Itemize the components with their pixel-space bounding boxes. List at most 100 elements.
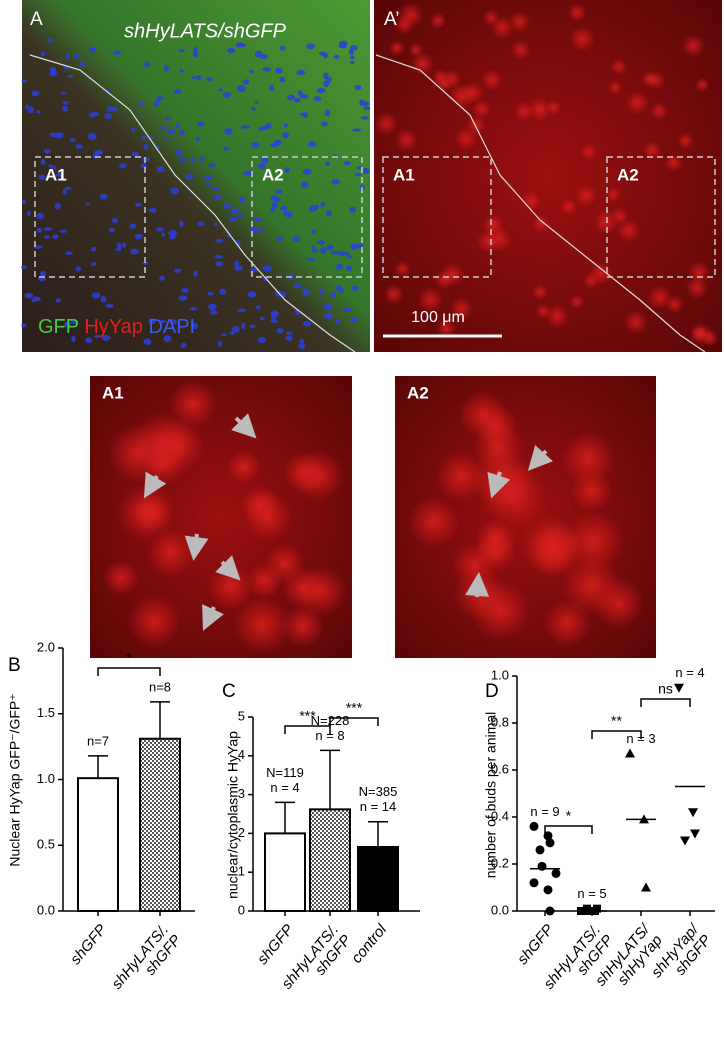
nucleus: [137, 102, 145, 106]
point: [529, 878, 539, 888]
nucleus: [344, 252, 350, 257]
y-tick-label: 0.2: [491, 855, 509, 870]
cell: [480, 69, 503, 91]
nucleus: [214, 254, 223, 259]
cells: [103, 2, 719, 654]
inset-box: [606, 156, 716, 278]
nucleus: [285, 335, 293, 341]
nucleus: [254, 50, 263, 58]
nucleus: [21, 323, 27, 328]
cell: [685, 276, 709, 300]
point: [529, 821, 539, 831]
nucleus: [36, 110, 42, 114]
nucleus: [320, 121, 329, 127]
nucleus: [311, 229, 317, 235]
nucleus: [359, 99, 365, 106]
nucleus: [32, 296, 41, 302]
nucleus: [217, 340, 223, 347]
nucleus: [275, 67, 283, 74]
nucleus: [52, 234, 59, 240]
cell: [243, 491, 293, 541]
nucleus: [94, 149, 103, 156]
nucleus: [155, 227, 164, 232]
nucleus: [259, 316, 265, 321]
cell: [442, 69, 462, 89]
nucleus: [302, 168, 312, 175]
nucleus: [236, 85, 246, 93]
nucleus: [265, 122, 272, 130]
nucleus: [302, 288, 310, 296]
nucleus: [299, 112, 308, 116]
nucleus: [174, 268, 182, 273]
nucleus: [64, 321, 72, 328]
nucleus: [338, 44, 347, 49]
nucleus: [21, 265, 28, 269]
cell: [470, 580, 531, 641]
nucleus: [116, 242, 122, 250]
nucleus: [160, 125, 167, 131]
nucleus: [324, 312, 333, 320]
nucleus: [89, 112, 96, 118]
nucleus: [307, 257, 316, 261]
nucleus: [293, 97, 301, 103]
panel-title: shHyLATS/shGFP: [124, 20, 287, 42]
nucleus: [130, 127, 136, 133]
nucleus: [190, 157, 196, 163]
cell: [127, 594, 181, 648]
nucleus: [331, 179, 340, 185]
significance-bracket: [329, 717, 379, 726]
n-label: n=7: [87, 733, 109, 748]
inset-label: A2: [262, 165, 284, 184]
nucleus: [67, 74, 74, 78]
nucleus: [208, 162, 216, 168]
nucleus: [223, 202, 232, 210]
nucleus: [74, 54, 81, 59]
nucleus: [52, 165, 57, 170]
nucleus: [198, 156, 206, 161]
nucleus: [253, 217, 263, 222]
legend-entry: DAPI: [148, 316, 195, 338]
nucleus: [269, 319, 279, 324]
nucleus: [91, 47, 96, 53]
nucleus: [311, 245, 316, 249]
nucleus: [31, 90, 40, 97]
nucleus: [349, 206, 357, 213]
arrow: [184, 533, 209, 561]
nucleus: [302, 320, 312, 327]
bar: [264, 832, 306, 913]
nucleus: [178, 295, 188, 301]
nucleus: [259, 227, 265, 232]
nucleus: [296, 69, 306, 75]
n-label: N=119: [266, 765, 304, 780]
nucleus: [322, 80, 330, 87]
nucleus: [350, 317, 359, 323]
nucleus: [49, 132, 57, 138]
nucleus: [55, 132, 64, 139]
arrow: [465, 572, 490, 598]
nucleus: [223, 146, 229, 151]
arrow: [143, 471, 167, 499]
n-label: n = 9: [530, 804, 559, 819]
nucleus: [112, 217, 119, 224]
nucleus: [257, 336, 267, 344]
nucleus: [170, 187, 180, 195]
panel-a-image: [22, 0, 370, 352]
nucleus: [226, 47, 236, 54]
nucleus: [330, 291, 337, 298]
nucleus: [229, 216, 237, 223]
nucleus: [178, 220, 184, 228]
point: [641, 882, 651, 892]
nucleus: [167, 128, 176, 135]
nucleus: [148, 318, 156, 325]
n-label: N=385: [359, 784, 398, 799]
cell: [397, 2, 424, 29]
cell: [545, 304, 569, 329]
nucleus: [141, 135, 146, 141]
nucleus: [79, 61, 86, 67]
nucleus: [324, 161, 331, 166]
nucleus: [60, 91, 66, 95]
cell: [461, 81, 485, 104]
cell: [132, 493, 171, 532]
nucleus: [337, 250, 346, 257]
nucleus: [197, 121, 205, 127]
